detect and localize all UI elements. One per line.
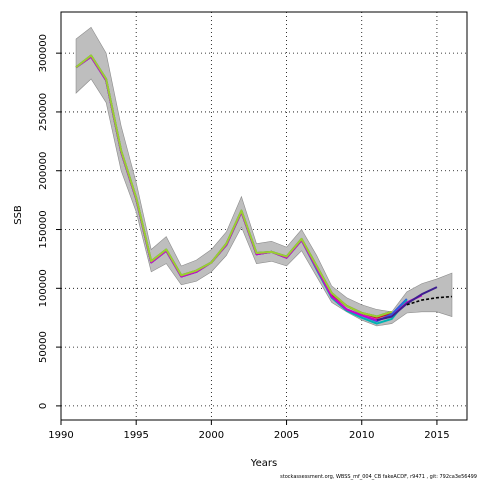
y-tick-label: 50000 [38, 331, 49, 363]
x-tick-label: 1990 [48, 430, 73, 441]
y-axis: 0 50000 100000 150000 200000 250000 300000 [38, 34, 61, 409]
x-tick-label: 2005 [274, 430, 299, 441]
confidence-band [75, 26, 453, 327]
series-line-7 [75, 54, 393, 318]
series-lines [75, 54, 453, 325]
x-tick-label: 2010 [349, 430, 374, 441]
series-line-6 [376, 286, 438, 322]
y-tick-label: 250000 [38, 93, 49, 131]
plot-frame [60, 11, 468, 421]
x-tick-label: 1995 [123, 430, 148, 441]
forecast-line [406, 295, 453, 306]
ci-band [75, 26, 453, 327]
footnote: stockassessment.org, WBSS_mf_004_CB fake… [280, 474, 477, 480]
series-line-2 [75, 54, 393, 318]
x-axis-title: Years [250, 458, 277, 469]
y-axis-title: SSB [13, 205, 24, 225]
series-line-1 [75, 55, 393, 319]
x-tick-label: 2000 [199, 430, 224, 441]
series-line-4 [75, 55, 408, 325]
x-tick-label: 2015 [424, 430, 449, 441]
y-tick-label: 300000 [38, 34, 49, 72]
grid [60, 12, 467, 420]
y-tick-label: 200000 [38, 152, 49, 190]
y-tick-label: 0 [38, 403, 49, 409]
series-line-3 [75, 55, 408, 323]
y-tick-label: 100000 [38, 269, 49, 307]
y-tick-label: 150000 [38, 210, 49, 248]
x-axis: 1990 1995 2000 2005 2010 2015 [48, 420, 450, 441]
